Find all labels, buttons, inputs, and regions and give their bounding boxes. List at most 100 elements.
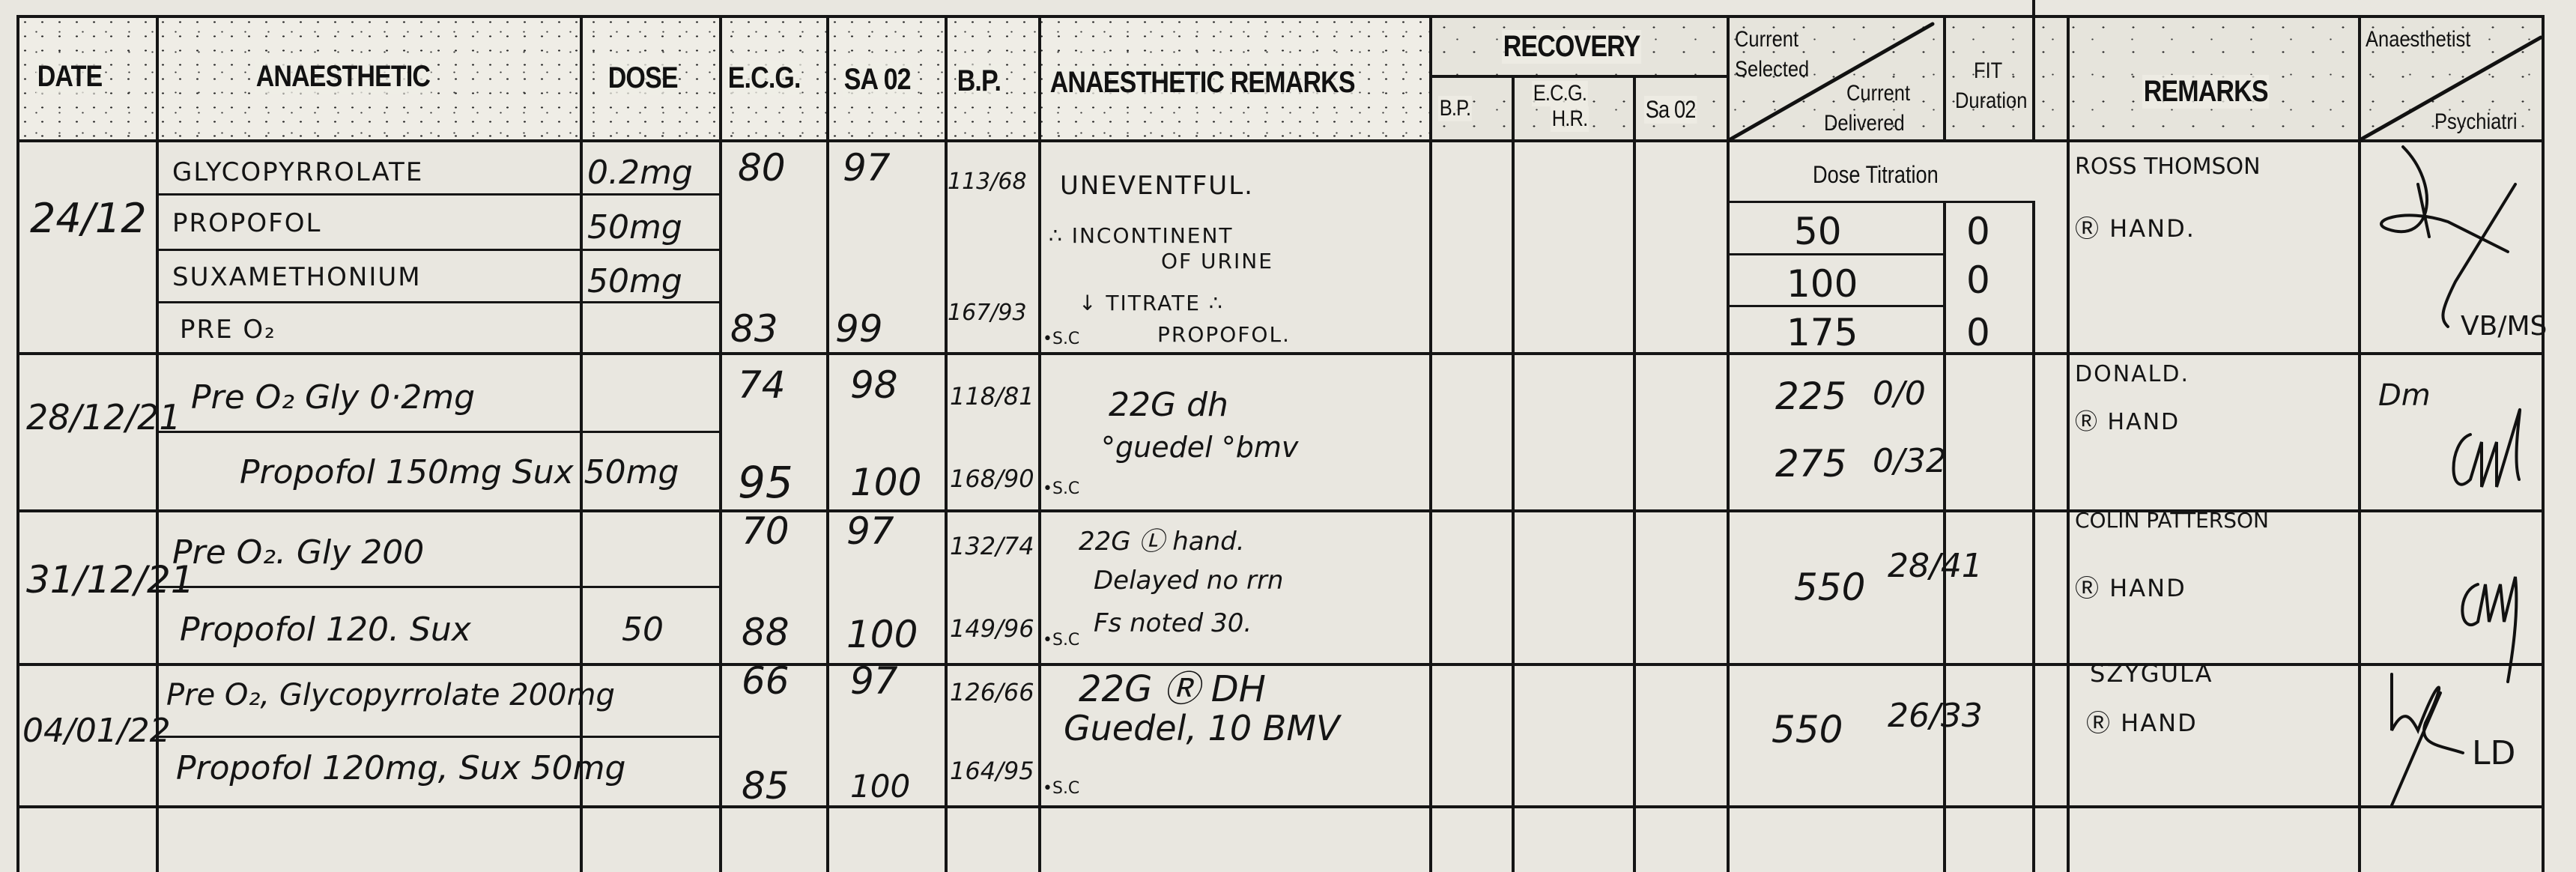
column-line bbox=[2032, 0, 2035, 141]
bp-note: •S.C bbox=[1043, 779, 1080, 798]
titration-subline bbox=[1727, 201, 2032, 203]
header-bottom-line bbox=[16, 139, 2543, 142]
column-line bbox=[16, 15, 19, 872]
staff-remark: Ⓡ HAND bbox=[2075, 574, 2186, 602]
header-current-delivered: Delivered bbox=[1824, 111, 1905, 136]
column-line bbox=[2032, 201, 2035, 872]
column-line bbox=[156, 15, 159, 872]
drug-line: Pre O₂ Gly 0·2mg bbox=[191, 378, 476, 417]
titration-fit: 0 bbox=[1966, 258, 1990, 302]
sa02-value: 97 bbox=[850, 659, 898, 703]
column-line bbox=[719, 15, 722, 872]
header-recovery: RECOVERY bbox=[1502, 30, 1642, 64]
bp-value: 149/96 bbox=[950, 614, 1034, 643]
current-diagonal-line bbox=[1728, 22, 2543, 142]
staff-remark: Ⓡ HAND. bbox=[2075, 214, 2195, 243]
remark-line: Guedel, 10 BMV bbox=[1064, 708, 1340, 748]
row-divider bbox=[16, 805, 2543, 808]
header-current-selected: Selected bbox=[1735, 57, 1810, 82]
ecg-value: 74 bbox=[738, 363, 786, 407]
remark-line: Delayed no rrn bbox=[1094, 566, 1284, 596]
drug-name: SUXAMETHONIUM bbox=[172, 262, 422, 292]
drug-line: Propofol 150mg Sux 50mg bbox=[240, 453, 679, 491]
titration-fit: 0 bbox=[1966, 210, 1990, 253]
drug-subline bbox=[156, 586, 719, 588]
drug-line: Pre O₂, Glycopyrrolate 200mg bbox=[166, 678, 615, 712]
sa02-value: 97 bbox=[843, 146, 891, 190]
header-dose: DOSE bbox=[607, 61, 679, 95]
drug-dose: 50mg bbox=[587, 208, 682, 246]
dose-titration-label: Dose Titration bbox=[1813, 161, 1939, 188]
ecg-value: 83 bbox=[730, 307, 778, 351]
remark-line: ∴ INCONTINENT bbox=[1049, 223, 1234, 248]
drug-subline bbox=[156, 193, 719, 196]
bp-value: 132/74 bbox=[950, 532, 1034, 560]
column-line bbox=[1727, 15, 1730, 872]
record-date: 31/12/21 bbox=[26, 558, 195, 602]
header-ecg: E.C.G. bbox=[727, 61, 802, 95]
staff-remark: DONALD. bbox=[2075, 361, 2190, 387]
titration-current: 50 bbox=[1794, 210, 1842, 253]
titration-fit: 0/32 bbox=[1873, 442, 1947, 480]
ecg-value: 80 bbox=[738, 146, 786, 190]
sa02-value: 98 bbox=[850, 363, 898, 407]
staff-remark: COLIN PATTERSON bbox=[2075, 508, 2269, 533]
row-divider bbox=[16, 509, 2543, 512]
header-recovery-sa02: Sa 02 bbox=[1644, 96, 1697, 124]
titration-current: 550 bbox=[1772, 708, 1843, 751]
anaesthetist-signature bbox=[2461, 576, 2518, 683]
ecg-value: 70 bbox=[742, 509, 790, 553]
record-date: 04/01/22 bbox=[22, 712, 171, 750]
remark-line: ↓ TITRATE ∴ bbox=[1079, 291, 1224, 315]
header-anaesthetist: Anaesthetist bbox=[2366, 27, 2471, 52]
header-duration: Duration bbox=[1955, 88, 2028, 113]
header-recovery-ecg: E.C.G. bbox=[1532, 81, 1588, 106]
titration-current: 275 bbox=[1775, 442, 1847, 485]
header-recovery-hr: H.R. bbox=[1551, 106, 1589, 132]
record-date: 28/12/21 bbox=[26, 397, 181, 437]
bp-value: 113/68 bbox=[948, 169, 1027, 195]
bp-value: 168/90 bbox=[950, 464, 1034, 493]
bp-value: 118/81 bbox=[950, 382, 1034, 411]
remark-line: 22G dh bbox=[1109, 386, 1228, 424]
header-sa02: SA 02 bbox=[843, 63, 912, 97]
column-line bbox=[1943, 201, 1946, 872]
bp-value: 167/93 bbox=[948, 300, 1027, 326]
drug-line: Propofol 120. Sux bbox=[180, 611, 471, 649]
titration-current: 175 bbox=[1786, 311, 1858, 354]
header-fit: FIT bbox=[1974, 58, 2003, 83]
titration-subline bbox=[1727, 253, 1943, 255]
bp-note: •S.C bbox=[1043, 479, 1080, 498]
drug-dose: 0.2mg bbox=[587, 154, 693, 192]
titration-fit: 26/33 bbox=[1888, 697, 1983, 735]
drug-subline bbox=[156, 736, 719, 738]
titration-subline bbox=[1727, 305, 1943, 307]
header-psychiatrist: Psychiatri bbox=[2434, 109, 2518, 134]
drug-dose: 50mg bbox=[587, 262, 682, 300]
column-line bbox=[1943, 15, 1946, 141]
staff-remark: ROSS THOMSON bbox=[2075, 154, 2261, 180]
remark-line: 22G Ⓡ DH bbox=[1079, 668, 1266, 710]
column-line bbox=[2067, 15, 2070, 872]
staff-remark: Ⓡ HAND bbox=[2075, 409, 2180, 435]
bp-note: •S.C bbox=[1043, 330, 1080, 348]
drug-subline bbox=[156, 249, 719, 251]
ecg-value: 95 bbox=[738, 457, 793, 508]
drug-line: Propofol 120mg, Sux 50mg bbox=[176, 749, 626, 787]
header-date: DATE bbox=[36, 60, 104, 94]
remark-line: PROPOFOL. bbox=[1157, 322, 1291, 347]
sa02-value: 97 bbox=[846, 509, 894, 553]
column-line bbox=[1038, 15, 1041, 872]
column-line bbox=[1429, 15, 1432, 872]
bp-value: 126/66 bbox=[950, 678, 1034, 706]
staff-remark: SZYGULA bbox=[2090, 659, 2213, 688]
column-line bbox=[1512, 75, 1515, 872]
titration-current: 550 bbox=[1794, 566, 1866, 609]
header-current-selected: Current bbox=[1735, 27, 1799, 52]
anaesthetist-signature bbox=[2452, 408, 2522, 488]
drug-name: GLYCOPYRROLATE bbox=[172, 157, 424, 187]
drug-line: Pre O₂. Gly 200 bbox=[172, 533, 425, 572]
ecg-value: 88 bbox=[742, 611, 790, 654]
header-remarks: REMARKS bbox=[2142, 75, 2270, 109]
column-line bbox=[2358, 15, 2361, 872]
